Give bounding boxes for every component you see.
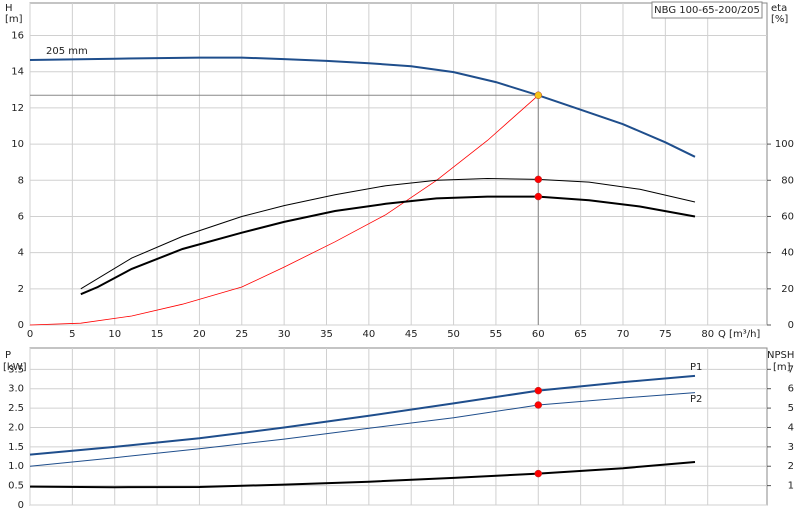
x-tick-label: 15 [151, 329, 164, 340]
y-tick-label: 0.5 [8, 481, 24, 492]
plot-area [29, 2, 768, 326]
x-tick-label: 20 [193, 329, 206, 340]
curve [29, 95, 539, 326]
y-tick-label: 10 [11, 139, 24, 150]
x-tick-label: 75 [659, 329, 672, 340]
y-axis-label: P [5, 350, 11, 361]
operating-point [534, 469, 543, 478]
x-tick-label: 60 [532, 329, 545, 340]
y2-tick-label: 6 [788, 384, 794, 395]
curve-annotation: 205 mm [46, 46, 88, 57]
y2-axis-unit: [m] [773, 362, 791, 373]
operating-point [534, 175, 543, 184]
y2-tick-label: 20 [781, 284, 794, 295]
y2-tick-label: 4 [788, 422, 794, 433]
y-tick-label: 12 [11, 103, 24, 114]
curve [29, 374, 696, 456]
x-tick-label: 40 [362, 329, 375, 340]
y2-tick-label: 80 [781, 175, 794, 186]
x-tick-label: 5 [69, 329, 75, 340]
y2-axis-label: eta [771, 3, 787, 14]
x-tick-label: 30 [278, 329, 291, 340]
y-tick-label: 16 [11, 31, 24, 42]
title-box [651, 1, 763, 19]
x-tick-label: 80 [701, 329, 714, 340]
y-tick-label: 2.5 [8, 403, 24, 414]
x-tick-label: 70 [617, 329, 630, 340]
y-axis-unit: [kW] [3, 362, 27, 373]
curve [80, 177, 696, 290]
y2-tick-label: 3 [788, 442, 794, 453]
y-tick-label: 6 [18, 211, 24, 222]
curve [29, 461, 696, 489]
legend-label: P2 [690, 394, 702, 405]
y-tick-label: 2 [18, 284, 24, 295]
operating-point [534, 386, 543, 395]
y-tick-label: 1.0 [8, 461, 24, 472]
curve [29, 392, 696, 467]
operating-point [534, 91, 543, 100]
y2-tick-label: 0 [788, 320, 794, 331]
x-tick-label: 0 [27, 329, 33, 340]
y-tick-label: 0 [18, 500, 24, 511]
x-tick-label: 25 [235, 329, 248, 340]
y-axis-unit: [m] [5, 14, 23, 25]
chart-title: NBG 100-65-200/205 [654, 5, 760, 16]
y-tick-label: 3.5 [8, 364, 24, 375]
y2-tick-label: 2 [788, 461, 794, 472]
x-tick-label: 35 [320, 329, 333, 340]
operating-point [534, 401, 543, 409]
operating-point [534, 192, 543, 201]
y2-tick-label: 7 [788, 364, 794, 375]
x-tick-label: 65 [574, 329, 587, 340]
y-tick-label: 0 [18, 320, 24, 331]
y2-tick-label: 100 [775, 139, 794, 150]
y2-axis-label: NPSH [767, 350, 794, 361]
y2-tick-label: 1 [788, 481, 794, 492]
x-tick-label: 50 [447, 329, 460, 340]
legend-label: P1 [690, 362, 702, 373]
y-tick-label: 8 [18, 175, 24, 186]
y-axis-label: H [5, 3, 13, 14]
y2-tick-label: 40 [781, 248, 794, 259]
y2-tick-label: 60 [781, 211, 794, 222]
x-tick-label: 45 [405, 329, 418, 340]
y-tick-label: 1.5 [8, 442, 24, 453]
plot-area [29, 347, 768, 506]
curve [80, 195, 696, 296]
y-tick-label: 3.0 [8, 384, 24, 395]
curve [29, 56, 696, 158]
y2-tick-label: 5 [788, 403, 794, 414]
y-tick-label: 2.0 [8, 422, 24, 433]
x-tick-label: 10 [108, 329, 121, 340]
charts: 0 5 10 15 20 25 30 35 40 45 50 55 60 65 70 75 8002468101… [8, 2, 794, 511]
x-tick-label: 55 [490, 329, 503, 340]
x-axis-label: Q [m³/h] [718, 329, 760, 340]
y-tick-label: 14 [11, 67, 24, 78]
y2-axis-unit: [%] [771, 14, 788, 25]
y-tick-label: 4 [18, 248, 24, 259]
